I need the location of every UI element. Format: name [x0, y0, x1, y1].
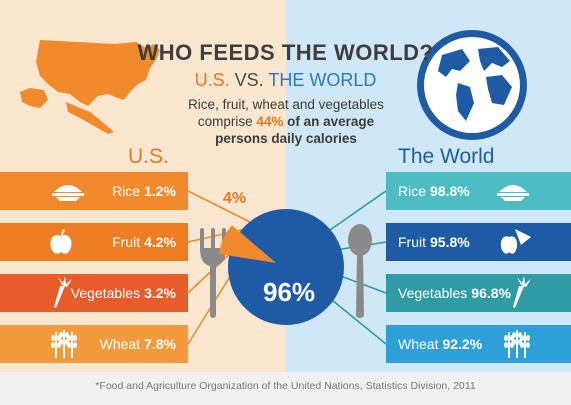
us-rice-value: 1.2% — [144, 183, 176, 199]
subtitle: U.S. VS. THE WORLD — [0, 70, 571, 91]
subtitle-vs: VS. — [234, 70, 264, 90]
us-wheat-name: Wheat — [99, 336, 141, 352]
world-rice-name: Rice — [398, 183, 427, 199]
footer-background — [0, 372, 571, 405]
us-rice-name: Rice — [112, 183, 141, 199]
pie-us-label: 4% — [223, 190, 247, 207]
us-bar-vegetables: Vegetables 3.2% — [0, 274, 188, 312]
us-bar-fruit: Fruit 4.2% — [0, 223, 188, 261]
world-rice-value: 98.8% — [430, 183, 470, 199]
us-fruit-value: 4.2% — [144, 234, 176, 250]
wheat-icon — [504, 330, 530, 358]
world-fruit-value: 95.8% — [430, 234, 470, 250]
description-highlight: 44% — [256, 114, 284, 129]
world-bar-rice: Rice 98.8% — [386, 172, 571, 210]
us-bar-wheat: Wheat 7.8% — [0, 325, 188, 363]
pie-slice-us — [218, 225, 276, 263]
subtitle-us: U.S. — [194, 70, 230, 90]
us-bar-rice: Rice 1.2% — [0, 172, 188, 210]
spoon-icon — [348, 224, 372, 318]
world-wheat-value: 92.2% — [442, 336, 483, 352]
us-map-icon — [20, 40, 160, 134]
carrot-icon — [54, 276, 72, 308]
description: Rice, fruit, wheat and vegetables compri… — [186, 96, 386, 147]
world-vegetables-value: 96.8% — [471, 285, 511, 301]
world-bar-fruit: Fruit 95.8% — [386, 223, 571, 261]
subtitle-world: THE WORLD — [268, 70, 377, 90]
us-wheat-value: 7.8% — [144, 336, 176, 352]
us-fruit-name: Fruit — [112, 234, 141, 250]
globe-icon — [417, 30, 527, 140]
world-vegetables-name: Vegetables — [398, 285, 468, 301]
wheat-icon — [51, 330, 77, 358]
us-vegetables-name: Vegetables — [70, 285, 141, 301]
pie-slice-world — [228, 209, 344, 325]
world-wheat-name: Wheat — [398, 336, 439, 352]
rice-bowl-icon — [52, 185, 84, 201]
pie-svg — [218, 209, 344, 325]
world-bar-wheat: Wheat 92.2% — [386, 325, 571, 363]
apple-icon — [50, 229, 72, 254]
carrot-icon — [513, 276, 531, 308]
description-post: of an average persons daily calories — [215, 114, 375, 146]
us-label: U.S. — [128, 145, 169, 168]
title: WHO FEEDS THE WORLD? — [137, 40, 434, 65]
rice-bowl-icon — [497, 185, 529, 201]
footnote: *Food and Agriculture Organization of th… — [95, 380, 476, 392]
us-vegetables-value: 3.2% — [144, 285, 176, 301]
pie-world-label: 96% — [263, 277, 316, 307]
pie-chart — [218, 207, 346, 327]
world-label: The World — [398, 145, 495, 168]
description-pre: Rice, fruit, wheat and vegetables compri… — [188, 97, 384, 129]
world-bar-vegetables: Vegetables 96.8% — [386, 274, 571, 312]
fruit-icon — [500, 229, 531, 254]
world-fruit-name: Fruit — [398, 234, 426, 250]
